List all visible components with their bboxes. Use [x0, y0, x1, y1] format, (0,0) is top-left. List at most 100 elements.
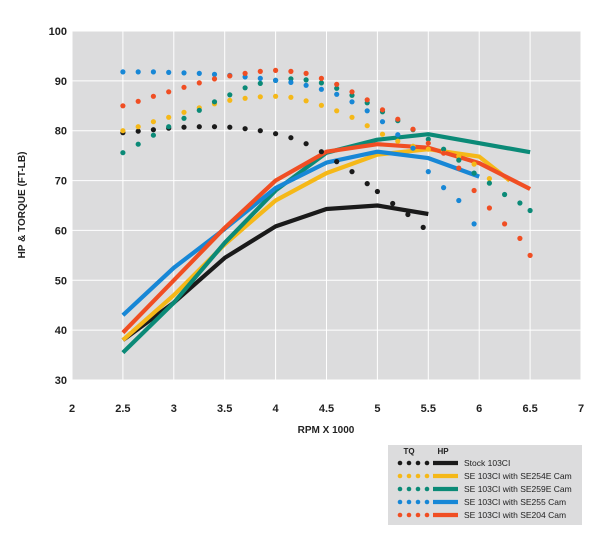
tq-point — [196, 80, 202, 86]
legend-tq-marker — [415, 473, 421, 479]
tq-point — [150, 69, 156, 75]
tq-point — [410, 126, 416, 132]
tq-point — [227, 97, 233, 103]
legend-tq-marker — [415, 512, 421, 518]
tq-point — [471, 161, 477, 167]
legend-tq-marker — [424, 512, 430, 518]
tq-point — [135, 128, 141, 134]
tq-point — [349, 114, 355, 120]
hp-line-series-1 — [121, 147, 511, 342]
y-tick-label: 100 — [49, 26, 67, 38]
tq-point — [441, 146, 447, 152]
tq-point — [196, 107, 202, 113]
tq-point — [150, 132, 156, 138]
tq-point — [456, 153, 462, 159]
tq-point — [150, 93, 156, 99]
y-axis-title: HP & TORQUE (FT-LB) — [17, 152, 28, 259]
tq-point — [318, 80, 324, 86]
legend-tq-marker — [397, 460, 403, 466]
legend-label: SE 103CI with SE255 Cam — [464, 497, 566, 507]
x-tick-label: 6 — [476, 403, 482, 415]
tq-point — [349, 99, 355, 105]
tq-point — [120, 69, 126, 75]
tq-point — [181, 115, 187, 121]
legend-tq-marker — [424, 473, 430, 479]
tq-point — [374, 188, 380, 195]
tq-point — [181, 124, 187, 130]
tq-point — [166, 124, 172, 130]
tq-point — [527, 207, 533, 214]
tq-point — [425, 146, 431, 152]
legend-tq-marker — [415, 499, 421, 505]
tq-point — [379, 119, 386, 125]
series-layer — [120, 67, 533, 355]
legend-tq-marker — [424, 499, 430, 505]
tq-point — [318, 75, 324, 81]
tq-point — [318, 102, 324, 108]
tq-point — [349, 89, 355, 95]
tq-point — [486, 176, 492, 182]
tq-point — [364, 108, 370, 114]
tq-point — [441, 150, 447, 156]
tq-dots-series-4 — [120, 67, 533, 258]
tq-point — [303, 141, 309, 147]
legend-label: SE 103CI with SE204 Cam — [464, 510, 566, 520]
tq-point — [395, 132, 401, 138]
tq-point — [486, 205, 492, 211]
tq-point — [242, 85, 248, 91]
legend-tq-marker — [406, 460, 412, 466]
tq-point — [242, 95, 248, 101]
tq-point — [456, 165, 462, 171]
tq-point — [288, 68, 294, 74]
tq-point — [181, 70, 187, 76]
y-tick-label: 30 — [55, 375, 67, 387]
legend-hp-header: HP — [437, 447, 449, 456]
legend-tq-marker — [397, 473, 403, 479]
x-tick-label: 4 — [273, 403, 280, 415]
legend-tq-marker — [406, 486, 412, 492]
legend-tq-marker — [415, 460, 421, 466]
legend-row: SE 103CI with SE204 Cam — [397, 510, 566, 520]
tq-point — [227, 73, 233, 79]
tq-point — [303, 70, 309, 76]
tq-point — [456, 157, 462, 163]
x-tick-label: 6.5 — [522, 403, 537, 415]
tq-point — [211, 124, 218, 130]
tq-point — [181, 84, 187, 90]
tq-point — [273, 93, 279, 99]
x-tick-label: 3.5 — [217, 403, 232, 415]
legend-tq-marker — [406, 512, 412, 518]
tq-point — [425, 169, 431, 175]
legend-tq-marker — [397, 512, 403, 518]
tq-point — [150, 119, 156, 125]
y-tick-label: 70 — [55, 176, 67, 188]
tq-point — [135, 69, 141, 75]
tq-point — [349, 169, 355, 175]
y-axis-ticks: 30 40 50 60 70 80 90 100 — [49, 26, 67, 387]
tq-point — [527, 252, 533, 258]
tq-point — [441, 185, 447, 191]
tq-point — [390, 200, 396, 207]
tq-point — [395, 138, 401, 144]
tq-point — [211, 99, 218, 105]
tq-point — [502, 221, 508, 227]
tq-point — [227, 92, 233, 98]
tq-point — [120, 128, 126, 134]
tq-point — [273, 77, 279, 83]
tq-point — [288, 79, 294, 85]
legend-row: SE 103CI with SE259E Cam — [397, 484, 572, 494]
hp-line-series-3 — [121, 149, 480, 317]
tq-point — [227, 124, 233, 130]
legend-row: SE 103CI with SE255 Cam — [397, 497, 566, 507]
tq-point — [410, 145, 416, 151]
tq-point — [471, 170, 477, 176]
x-axis-title: RPM X 1000 — [298, 425, 355, 436]
tq-point — [334, 159, 340, 165]
tq-point — [257, 128, 263, 134]
legend-label: Stock 103CI — [464, 458, 510, 468]
legend-tq-marker — [406, 473, 412, 479]
legend: TQ HP Stock 103CI SE 103CI with SE254E Ca… — [388, 445, 582, 525]
tq-point — [379, 131, 386, 137]
x-tick-label: 4.5 — [319, 403, 334, 415]
tq-point — [379, 107, 386, 113]
